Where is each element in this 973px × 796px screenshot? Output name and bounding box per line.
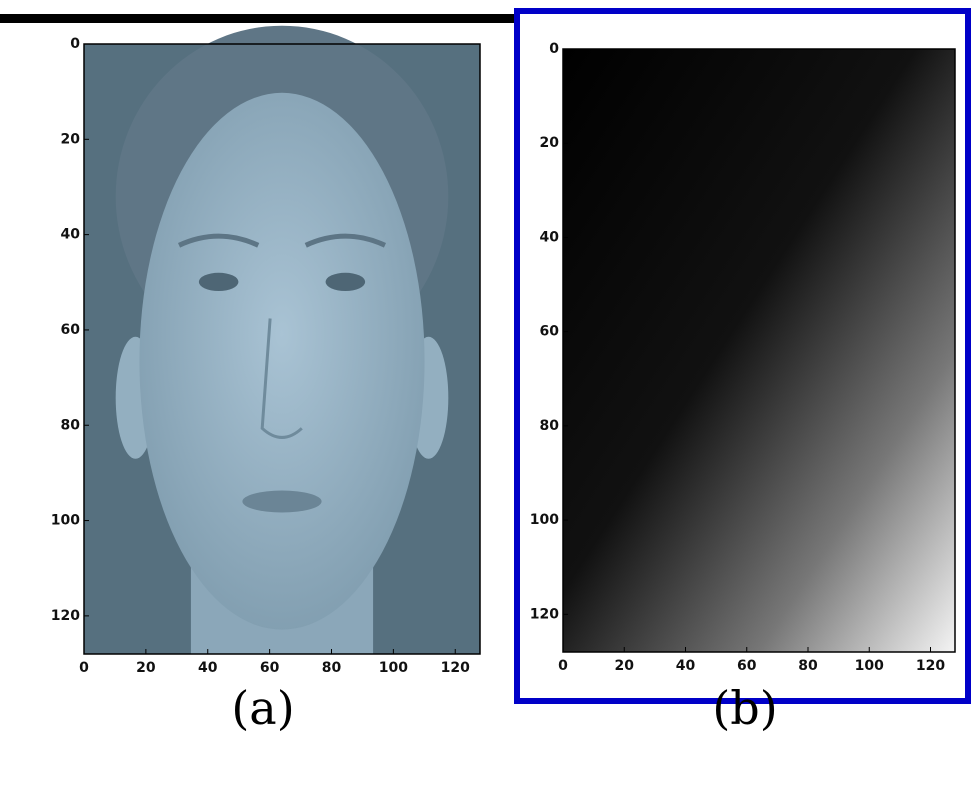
y-tick-label: 0 bbox=[549, 41, 559, 57]
x-tick-label: 40 bbox=[676, 658, 696, 674]
y-tick-label: 80 bbox=[540, 418, 560, 434]
x-tick-label: 20 bbox=[615, 658, 635, 674]
y-tick-label: 100 bbox=[530, 512, 559, 528]
x-tick-label: 60 bbox=[260, 660, 280, 676]
y-tick-label: 120 bbox=[51, 608, 80, 624]
x-tick-label: 40 bbox=[198, 660, 218, 676]
x-tick-label: 120 bbox=[916, 658, 945, 674]
y-tick-label: 60 bbox=[61, 322, 81, 338]
image bbox=[563, 49, 955, 652]
y-tick-label: 120 bbox=[530, 606, 559, 622]
figure: (a) (b) 0 20 40 60 80 100 120 0 20 40 60 80 100 120 0 2… bbox=[0, 0, 973, 796]
face bbox=[139, 93, 424, 630]
y-tick-label: 20 bbox=[540, 135, 560, 151]
y-tick-label: 20 bbox=[61, 131, 81, 147]
caption: (a) bbox=[231, 681, 294, 735]
x-tick-label: 0 bbox=[79, 660, 89, 676]
x-tick-label: 80 bbox=[798, 658, 818, 674]
y-tick-label: 80 bbox=[61, 417, 81, 433]
x-tick-label: 0 bbox=[558, 658, 568, 674]
x-tick-label: 20 bbox=[136, 660, 156, 676]
y-tick-label: 0 bbox=[70, 36, 80, 52]
x-tick-label: 120 bbox=[441, 660, 470, 676]
eye bbox=[199, 273, 239, 291]
mouth bbox=[242, 491, 321, 513]
y-tick-label: 60 bbox=[540, 324, 560, 340]
x-tick-label: 80 bbox=[322, 660, 342, 676]
caption: (b) bbox=[712, 681, 777, 735]
x-tick-label: 100 bbox=[379, 660, 408, 676]
y-tick-label: 100 bbox=[51, 513, 80, 529]
y-tick-label: 40 bbox=[61, 227, 81, 243]
top-rule bbox=[0, 14, 515, 23]
x-tick-label: 100 bbox=[855, 658, 884, 674]
eye bbox=[326, 273, 366, 291]
y-tick-label: 40 bbox=[540, 229, 560, 245]
x-tick-label: 60 bbox=[737, 658, 757, 674]
